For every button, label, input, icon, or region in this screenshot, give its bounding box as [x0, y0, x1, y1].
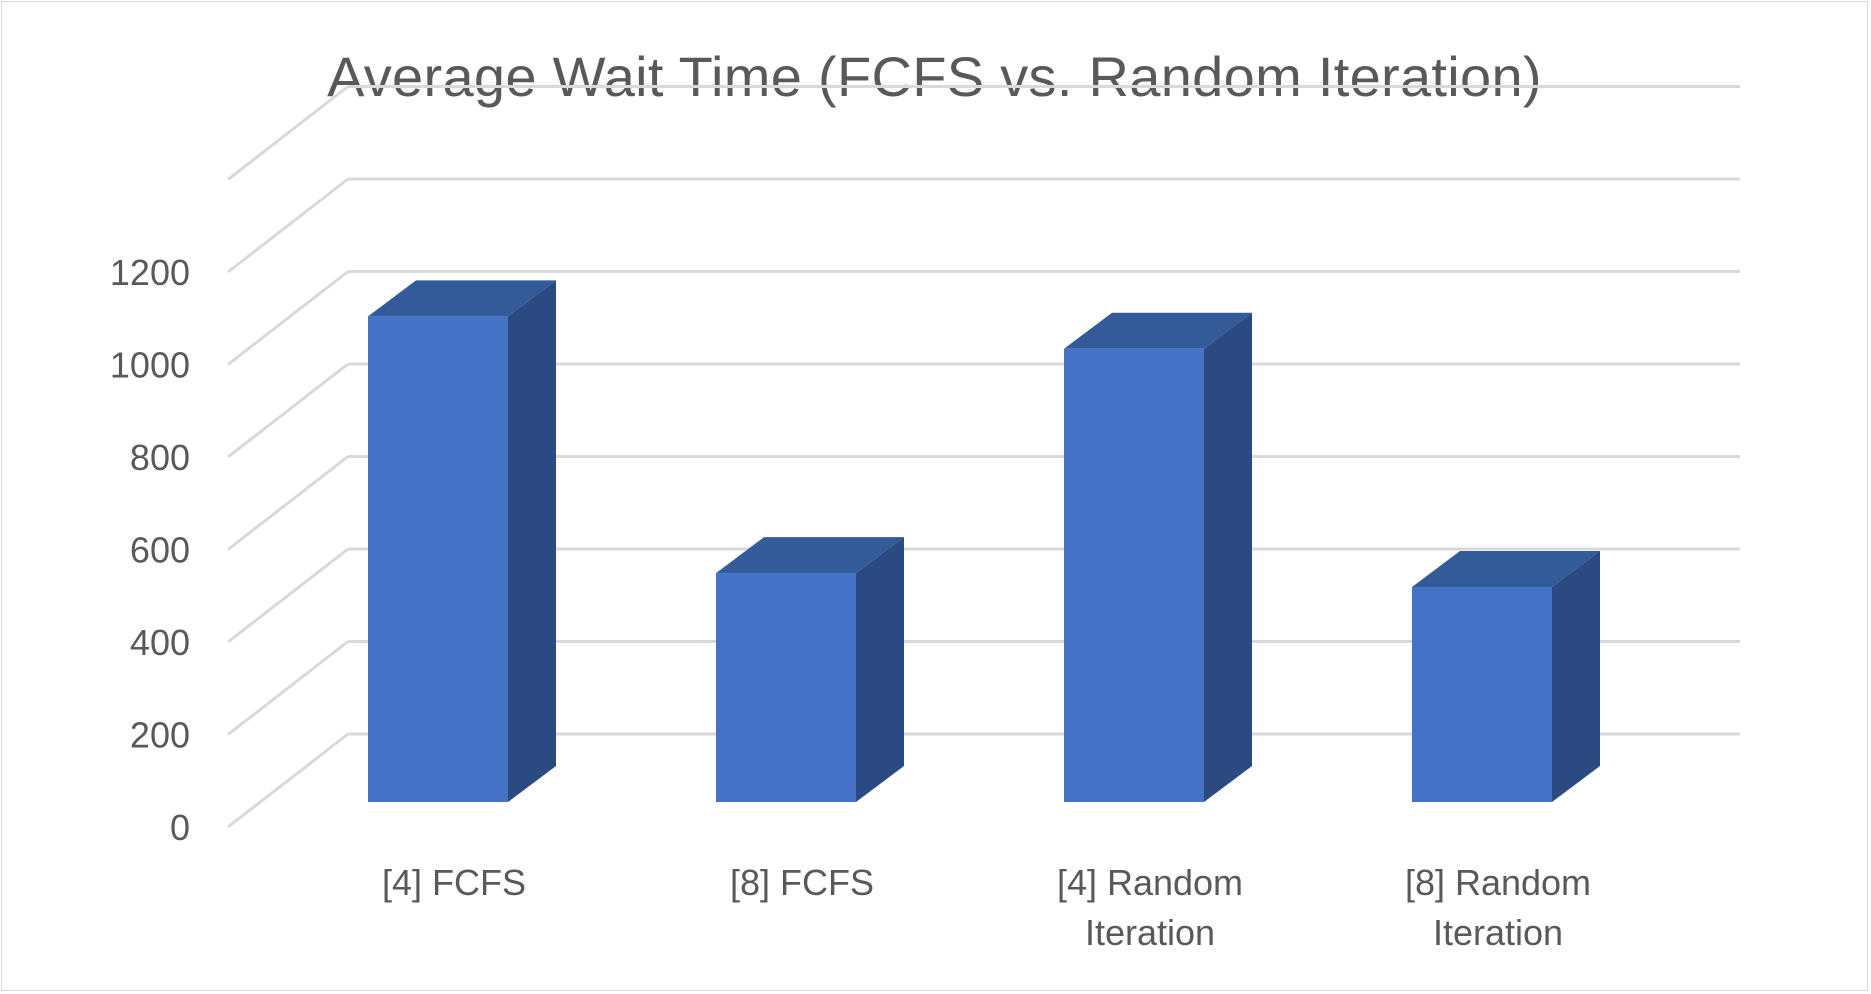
chart-title: Average Wait Time (FCFS vs. Random Itera… [327, 45, 1542, 108]
x-category-label: [8] Random [1405, 862, 1591, 903]
x-category-label: [8] FCFS [730, 862, 874, 903]
x-category-label: [4] Random [1057, 862, 1243, 903]
side-wall-line [227, 362, 349, 459]
side-wall-line [227, 270, 349, 366]
bar-side [508, 280, 556, 802]
bar-top [1064, 312, 1252, 349]
bar [1064, 312, 1252, 802]
bar-top [1412, 550, 1600, 587]
bar [716, 537, 904, 802]
y-tick-label: 0 [170, 807, 190, 848]
y-tick-label: 600 [130, 530, 190, 571]
side-wall-line [227, 732, 349, 829]
bar-front [1064, 348, 1204, 802]
side-wall-line [227, 177, 349, 274]
x-category-label: Iteration [1433, 912, 1563, 953]
bar-top [716, 537, 904, 574]
bar [368, 280, 556, 802]
bar [1412, 550, 1600, 802]
bar-front [368, 316, 508, 802]
side-wall-line [227, 455, 349, 551]
y-tick-label: 1200 [110, 252, 190, 293]
side-wall-line [227, 85, 349, 181]
side-wall-line [227, 640, 349, 736]
bar-front [716, 573, 856, 802]
bar-side [856, 537, 904, 802]
y-tick-label: 400 [130, 622, 190, 663]
x-category-label: Iteration [1085, 912, 1215, 953]
y-tick-label: 800 [130, 437, 190, 478]
bar-side [1552, 550, 1600, 802]
side-wall-line [227, 547, 349, 644]
x-category-label: [4] FCFS [382, 862, 526, 903]
y-tick-label: 1000 [110, 345, 190, 386]
bar-top [368, 280, 556, 317]
bar-side [1204, 312, 1252, 802]
bar-front [1412, 586, 1552, 802]
y-tick-label: 200 [130, 715, 190, 756]
